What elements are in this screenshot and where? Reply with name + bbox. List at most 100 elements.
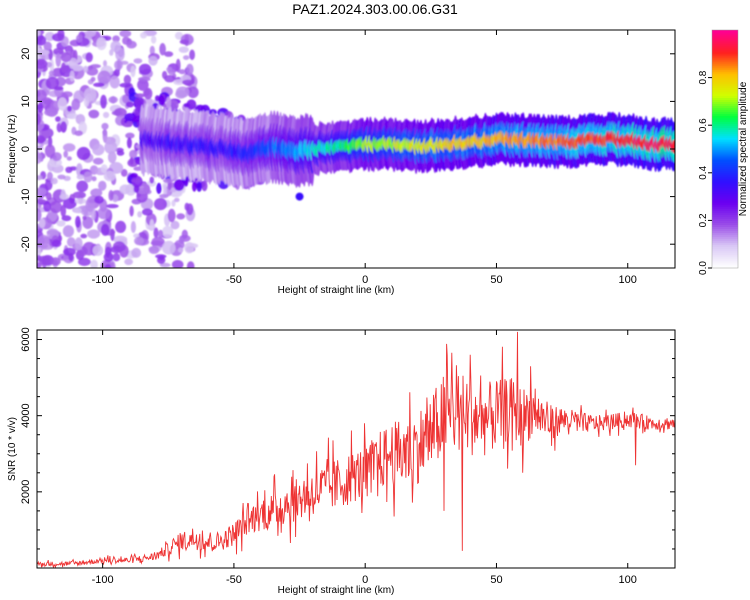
colorbar-swatch: [712, 115, 738, 118]
colorbar-swatch: [712, 210, 738, 214]
colorbar-swatch: [712, 152, 738, 156]
bottom-y-tick-label: 2000: [20, 480, 32, 504]
colorbar-swatch: [712, 222, 738, 225]
bottom-plot-frame: [36, 329, 676, 569]
colorbar-swatch: [712, 55, 738, 59]
colorbar-swatch: [712, 258, 738, 261]
colorbar-swatch: [712, 129, 738, 132]
colorbar-swatch: [712, 218, 738, 221]
bottom-y-axis-label: SNR (10 * v/v): [7, 417, 18, 481]
bottom-x-axis-label: Height of straight line (km): [278, 585, 395, 596]
colorbar-frame: [711, 29, 739, 269]
colorbar-swatch: [712, 160, 738, 164]
colorbar-swatch: [712, 174, 738, 178]
colorbar-swatch: [712, 30, 738, 33]
colorbar-swatch: [712, 67, 738, 71]
bottom-x-tick-label: -50: [226, 574, 242, 586]
colorbar-swatch: [712, 73, 738, 77]
colorbar-swatch: [712, 59, 738, 63]
colorbar-swatch: [712, 41, 738, 45]
colorbar-swatch: [712, 156, 738, 160]
colorbar-swatch: [712, 230, 738, 233]
top-y-tick-label: -10: [20, 189, 32, 205]
colorbar-swatch: [712, 127, 738, 130]
colorbar-swatch: [712, 224, 738, 227]
spectrogram-heatmap: [37, 30, 675, 268]
colorbar-swatch: [712, 206, 738, 210]
colorbar-swatch: [712, 117, 738, 120]
colorbar-swatch: [712, 182, 738, 186]
colorbar-swatch: [712, 244, 738, 247]
bottom-x-tick-label: 100: [619, 574, 637, 586]
colorbar-swatch: [712, 240, 738, 243]
colorbar-label: Normalized spectral amplitude: [738, 81, 749, 216]
colorbar-swatch: [712, 37, 738, 41]
colorbar-tick-label: 0.0: [698, 261, 709, 275]
colorbar-swatch: [712, 51, 738, 55]
colorbar-swatch: [712, 143, 738, 146]
colorbar-swatch: [712, 260, 738, 263]
colorbar-swatch: [712, 164, 738, 168]
colorbar-swatch: [712, 133, 738, 136]
colorbar-swatch: [712, 154, 738, 158]
top-y-tick-label: 10: [20, 95, 32, 107]
colorbar-tick-label: 0.2: [698, 213, 709, 227]
colorbar-swatch: [712, 81, 738, 85]
colorbar-swatch: [712, 65, 738, 69]
colorbar-swatch: [712, 131, 738, 134]
colorbar-swatch: [712, 186, 738, 190]
colorbar-swatch: [712, 170, 738, 174]
colorbar-swatch: [712, 99, 738, 102]
colorbar-swatch: [712, 87, 738, 91]
colorbar-swatch: [712, 194, 738, 198]
colorbar-swatch: [712, 101, 738, 104]
colorbar-swatch: [712, 123, 738, 126]
snr-series-line: [37, 331, 675, 568]
colorbar-swatch: [712, 176, 738, 180]
colorbar-swatch: [712, 256, 738, 259]
snr-axes: -100 -50 0 50 100 2000 4000 6000 Height of strai…: [7, 327, 676, 596]
top-y-tick-label: 20: [20, 48, 32, 60]
top-x-tick-label: -50: [226, 274, 242, 286]
colorbar-swatch: [712, 119, 738, 122]
bottom-x-tick-label: 50: [490, 574, 502, 586]
colorbar-swatch: [712, 75, 738, 79]
colorbar-swatch: [712, 254, 738, 257]
colorbar-swatch: [712, 79, 738, 83]
top-y-tick-label: -20: [20, 236, 32, 252]
colorbar-swatch: [712, 246, 738, 249]
page-title: PAZ1.2024.303.00.06.G31: [292, 1, 458, 17]
colorbar-swatch: [712, 137, 738, 140]
colorbar-swatch: [712, 200, 738, 204]
bottom-x-tick-label: 0: [362, 574, 368, 586]
colorbar-swatch: [712, 109, 738, 112]
colorbar-swatch: [712, 178, 738, 182]
colorbar-swatch: [712, 184, 738, 188]
colorbar-swatch: [712, 63, 738, 67]
colorbar-swatch: [712, 196, 738, 200]
colorbar-tick-label: 0.8: [698, 70, 709, 84]
colorbar-swatch: [712, 107, 738, 110]
colorbar-swatch: [712, 91, 738, 95]
colorbar-swatch: [712, 150, 738, 154]
bottom-y-tick-label: 6000: [20, 327, 32, 351]
colorbar-swatch: [712, 158, 738, 162]
colorbar-swatch: [712, 262, 738, 265]
colorbar-swatch: [712, 234, 738, 237]
colorbar-swatch: [712, 89, 738, 93]
colorbar-swatch: [712, 168, 738, 172]
heatmap-blobs: [37, 30, 675, 268]
colorbar-swatch: [712, 31, 738, 35]
colorbar-swatch: [712, 226, 738, 229]
colorbar-swatch: [712, 103, 738, 106]
colorbar-swatch: [712, 105, 738, 108]
top-x-tick-label: -100: [92, 274, 114, 286]
colorbar-swatch: [712, 166, 738, 170]
colorbar-swatch: [712, 139, 738, 142]
bottom-x-tick-label: -100: [92, 574, 114, 586]
colorbar-swatch: [712, 35, 738, 39]
colorbar-swatch: [712, 53, 738, 57]
colorbar-swatch: [712, 125, 738, 128]
